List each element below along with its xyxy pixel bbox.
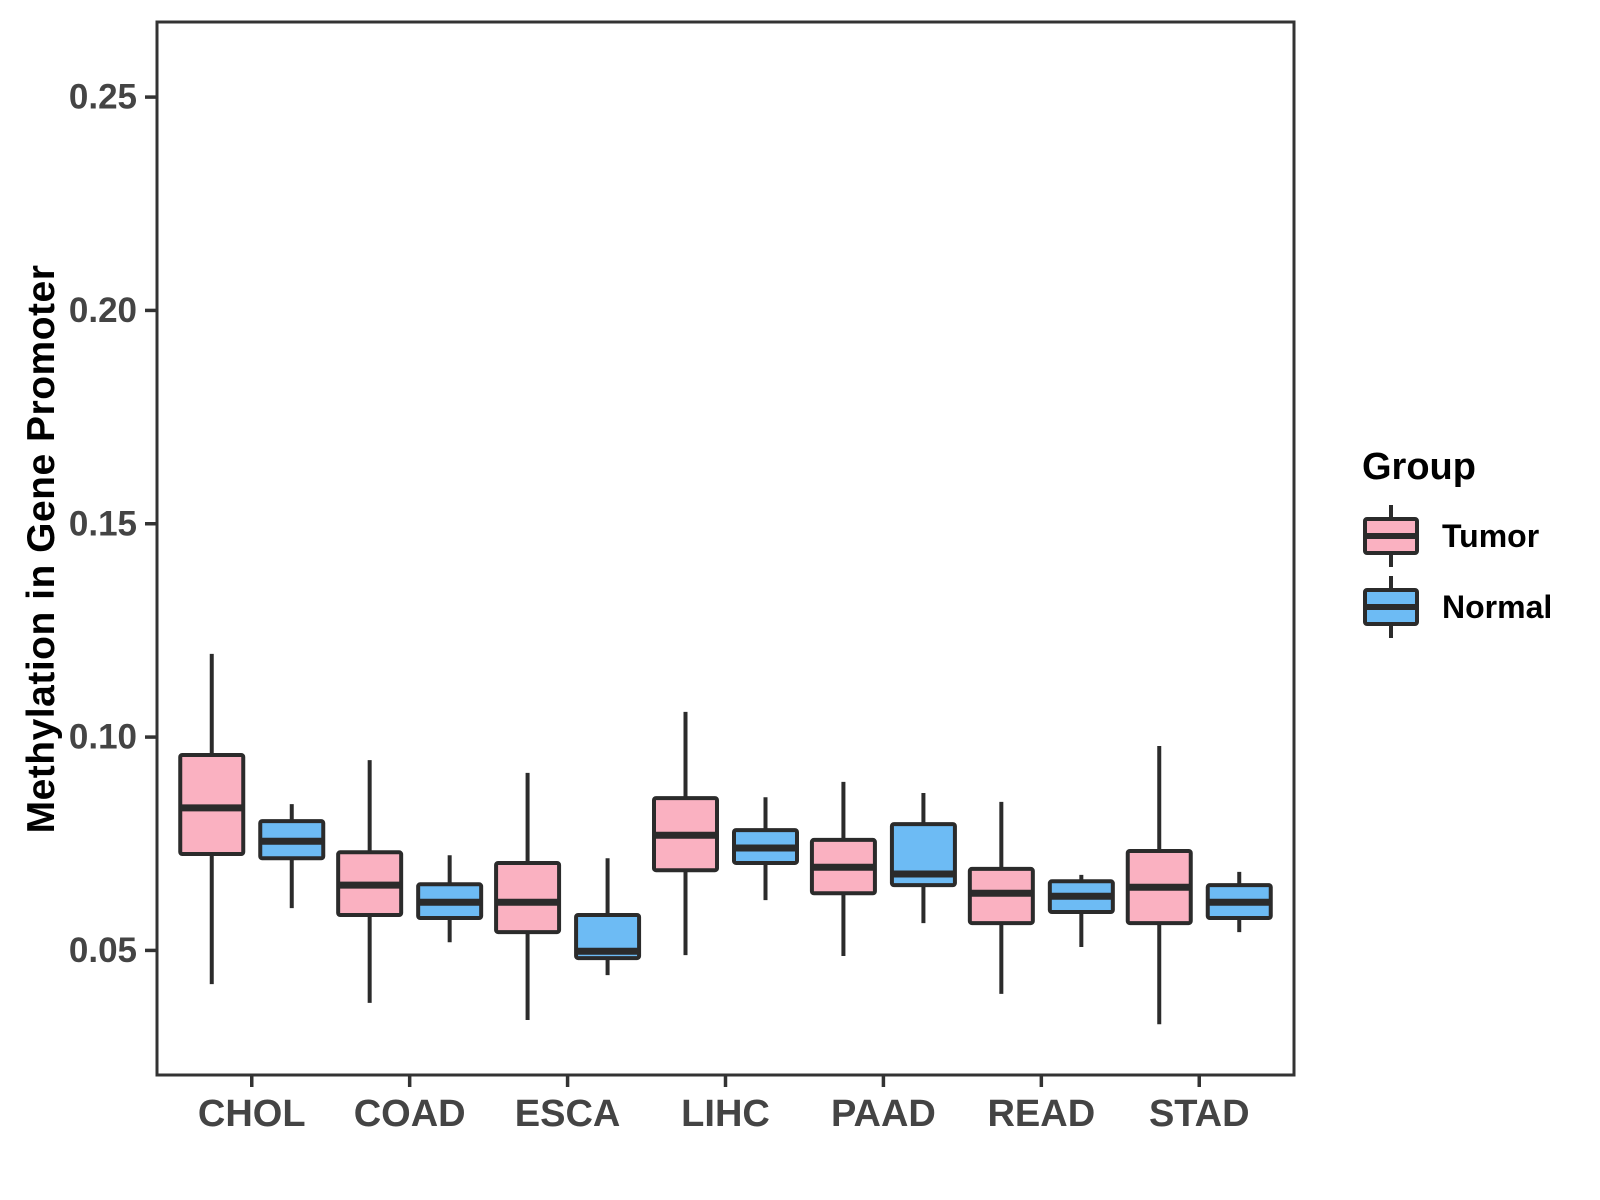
panel-background bbox=[157, 22, 1294, 1075]
box-esca-tumor bbox=[494, 860, 562, 935]
legend-label-normal: Normal bbox=[1442, 588, 1553, 625]
legend-title: Group bbox=[1362, 446, 1476, 488]
box-esca-normal bbox=[574, 913, 642, 961]
y-tick-label: 0.15 bbox=[69, 504, 137, 543]
panel-border bbox=[155, 20, 1296, 1077]
box-paad-normal bbox=[889, 822, 957, 888]
y-tick-label: 0.25 bbox=[69, 78, 137, 117]
legend: Group Tumor Normal bbox=[1362, 446, 1552, 645]
legend-entry-normal: Normal bbox=[1362, 574, 1552, 640]
x-tick-label: COAD bbox=[354, 1093, 466, 1135]
normal-boxplot-key-icon bbox=[1363, 576, 1419, 638]
x-tick-label: ESCA bbox=[515, 1093, 621, 1135]
tumor-boxplot-key-icon bbox=[1363, 505, 1419, 567]
x-tick-label: PAAD bbox=[831, 1093, 936, 1135]
x-tick-label: READ bbox=[987, 1093, 1095, 1135]
x-tick-label: LIHC bbox=[681, 1093, 770, 1135]
y-axis-title: Methylation in Gene Promoter bbox=[20, 264, 63, 834]
x-tick-label: STAD bbox=[1149, 1093, 1250, 1135]
legend-label-tumor: Tumor bbox=[1442, 517, 1540, 554]
y-tick-label: 0.10 bbox=[69, 718, 137, 757]
y-tick-label: 0.05 bbox=[69, 931, 137, 970]
y-tick-label: 0.20 bbox=[69, 291, 137, 330]
x-tick-label: CHOL bbox=[198, 1093, 306, 1135]
legend-entry-tumor: Tumor bbox=[1362, 503, 1552, 569]
